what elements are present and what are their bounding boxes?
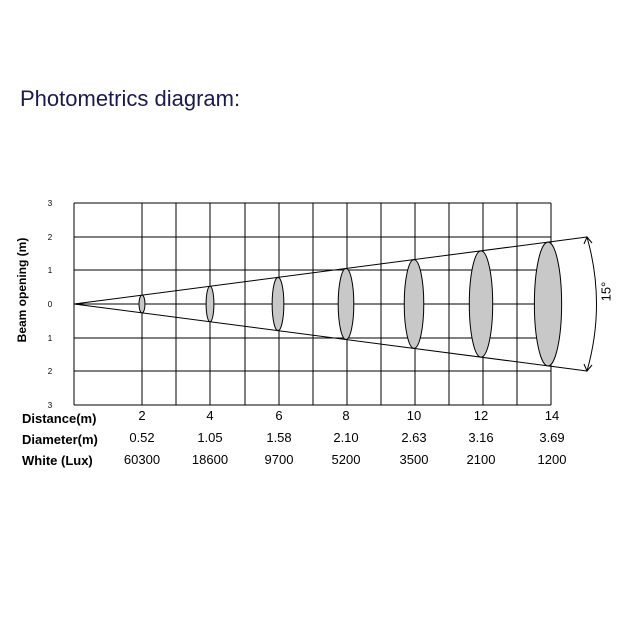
distance-cell: 4	[206, 408, 214, 423]
beam-ellipse	[271, 276, 285, 332]
diameter-row-label: Diameter(m)	[22, 432, 98, 447]
beam-ellipse	[533, 241, 563, 367]
diameter-cell: 1.58	[266, 430, 292, 445]
diameter-cell: 3.69	[539, 430, 565, 445]
y-tick-label: 0	[48, 300, 53, 309]
diameter-cell: 2.63	[401, 430, 427, 445]
y-tick-label: 3	[48, 401, 53, 410]
beam-ellipse	[468, 250, 494, 358]
distance-cell: 2	[138, 408, 146, 423]
distance-cell: 8	[342, 408, 350, 423]
distance-cell: 14	[544, 408, 560, 423]
lux-cell: 5200	[331, 452, 361, 467]
y-tick-label: 1	[48, 334, 53, 343]
lux-cell: 2100	[466, 452, 496, 467]
page-title: Photometrics diagram:	[20, 86, 241, 111]
y-tick-label: 1	[48, 266, 53, 275]
beam-ellipse	[403, 259, 425, 349]
diameter-cell: 2.10	[333, 430, 359, 445]
distance-cell: 10	[406, 408, 422, 423]
beam-lower-edge	[73, 303, 588, 372]
beam-ellipse	[337, 267, 355, 341]
lux-cell: 18600	[191, 452, 229, 467]
arc-arrow-bottom	[583, 363, 593, 372]
distance-cell: 6	[275, 408, 283, 423]
beam-angle-arc	[586, 236, 597, 372]
beam-ellipse	[205, 285, 215, 323]
y-tick-label: 3	[48, 199, 53, 208]
arc-arrow-top	[583, 236, 593, 245]
beam-angle-label: 15°	[598, 281, 614, 302]
y-axis-label: Beam opening (m)	[15, 237, 29, 343]
lux-cell: 1200	[537, 452, 567, 467]
y-tick-label: 2	[48, 367, 53, 376]
beam-ellipse	[138, 294, 146, 314]
white-lux-row-label: White (Lux)	[22, 453, 93, 468]
lux-cell: 9700	[264, 452, 294, 467]
beam-upper-edge	[73, 236, 588, 305]
lux-cell: 3500	[399, 452, 429, 467]
diameter-cell: 0.52	[129, 430, 155, 445]
lux-cell: 60300	[123, 452, 161, 467]
diameter-cell: 3.16	[468, 430, 494, 445]
y-tick-label: 2	[48, 233, 53, 242]
distance-row-label: Distance(m)	[22, 411, 97, 426]
diameter-cell: 1.05	[197, 430, 223, 445]
distance-cell: 12	[473, 408, 489, 423]
